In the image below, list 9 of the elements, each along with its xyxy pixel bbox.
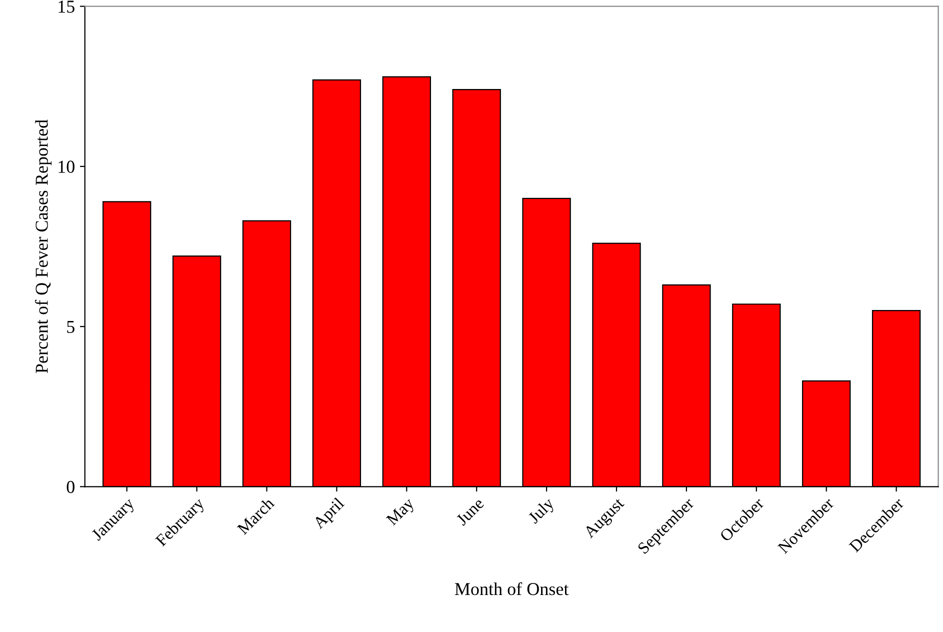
y-tick-label: 5: [67, 320, 74, 333]
y-tick-label: 10: [58, 160, 74, 173]
x-tick-label: May: [386, 496, 418, 528]
y-axis-title: Percent of Q Fever Cases Reported: [34, 120, 52, 374]
y-tick-label: 15: [58, 0, 74, 13]
x-axis-title: Month of Onset: [454, 582, 569, 596]
x-tick-label: June: [456, 497, 484, 526]
x-tick-label: July: [527, 496, 558, 526]
y-tick-label: 0: [66, 480, 74, 494]
